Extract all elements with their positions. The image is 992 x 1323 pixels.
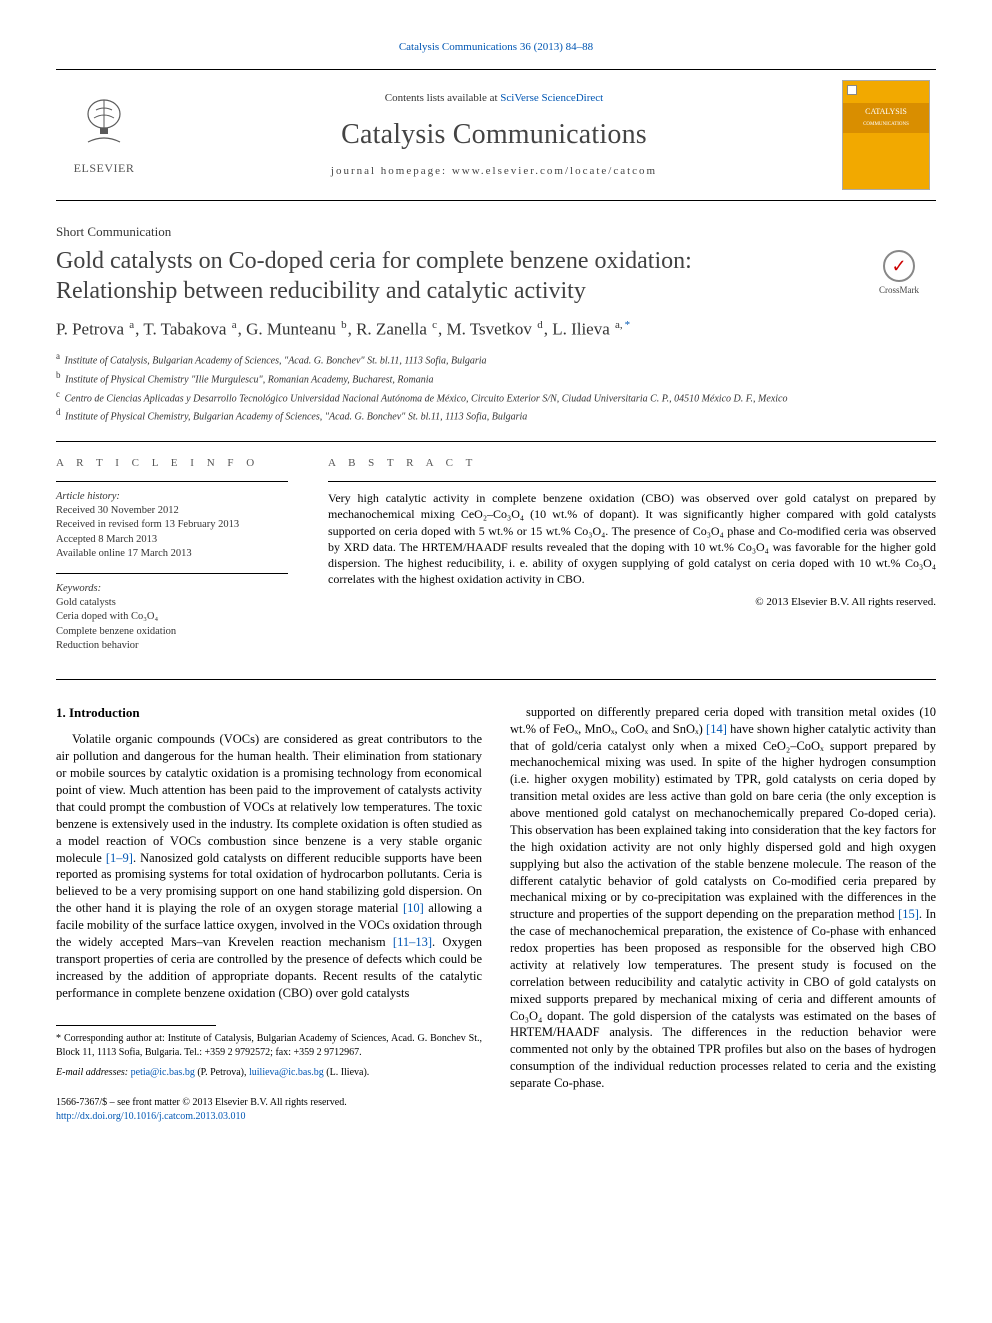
crossmark-label: CrossMark — [879, 284, 919, 296]
front-matter: 1566-7367/$ – see front matter © 2013 El… — [56, 1097, 347, 1108]
footnote-rule — [56, 1025, 216, 1026]
intro-left-paragraph: Volatile organic compounds (VOCs) are co… — [56, 731, 482, 1001]
article-info-column: A R T I C L E I N F O Article history: R… — [56, 442, 306, 679]
contents-prefix: Contents lists available at — [385, 92, 500, 104]
crossmark-check-icon: ✓ — [883, 250, 915, 282]
bottom-meta: 1566-7367/$ – see front matter © 2013 El… — [56, 1096, 482, 1124]
crossmark-badge[interactable]: ✓ CrossMark — [862, 250, 936, 296]
info-abstract-row: A R T I C L E I N F O Article history: R… — [56, 442, 936, 680]
publisher-name: ELSEVIER — [74, 160, 135, 176]
affiliation-line: c Centro de Ciencias Aplicadas y Desarro… — [56, 388, 936, 407]
citation-ref[interactable]: [11–13] — [393, 935, 432, 949]
keyword: Reduction behavior — [56, 640, 139, 651]
crossmark-glyph: ✓ — [891, 254, 906, 278]
right-column: supported on differently prepared ceria … — [510, 704, 936, 1125]
keyword: Complete benzene oxidation — [56, 626, 176, 637]
corr-star: * — [56, 1033, 61, 1044]
affiliation-line: a Institute of Catalysis, Bulgarian Acad… — [56, 350, 936, 369]
abstract-column: A B S T R A C T Very high catalytic acti… — [306, 442, 936, 679]
cover-label: CATALYSIS — [865, 107, 907, 116]
journal-ref-link[interactable]: Catalysis Communications 36 (2013) 84–88 — [399, 41, 593, 53]
article-history: Article history: Received 30 November 20… — [56, 490, 288, 561]
title-line-1: Gold catalysts on Co-doped ceria for com… — [56, 248, 692, 274]
affiliations: a Institute of Catalysis, Bulgarian Acad… — [56, 350, 936, 425]
cover-corner-icon — [847, 85, 857, 95]
abstract-copyright: © 2013 Elsevier B.V. All rights reserved… — [328, 595, 936, 610]
cover-sub: COMMUNICATIONS — [863, 122, 909, 127]
intro-right-paragraph: supported on differently prepared ceria … — [510, 704, 936, 1092]
homepage-prefix: journal homepage: — [331, 165, 452, 177]
journal-homepage: journal homepage: www.elsevier.com/locat… — [162, 164, 826, 179]
article-type: Short Communication — [56, 223, 936, 241]
email-address[interactable]: petia@ic.bas.bg — [131, 1067, 195, 1078]
body-columns: 1. Introduction Volatile organic compoun… — [56, 704, 936, 1125]
journal-title: Catalysis Communications — [162, 116, 826, 154]
keyword: Gold catalysts — [56, 597, 116, 608]
homepage-url: www.elsevier.com/locate/catcom — [452, 165, 657, 177]
affiliation-line: d Institute of Physical Chemistry, Bulga… — [56, 406, 936, 425]
email-who: (L. Ilieva). — [324, 1067, 370, 1078]
history-line: Accepted 8 March 2013 — [56, 534, 157, 545]
contents-list-line: Contents lists available at SciVerse Sci… — [162, 91, 826, 106]
publisher-logo: ELSEVIER — [56, 70, 152, 200]
info-divider — [56, 481, 288, 482]
history-line: Available online 17 March 2013 — [56, 548, 192, 559]
abstract-text: Very high catalytic activity in complete… — [328, 490, 936, 587]
citation-ref[interactable]: [14] — [706, 722, 727, 736]
history-line: Received in revised form 13 February 201… — [56, 519, 239, 530]
info-divider-2 — [56, 573, 288, 574]
left-column: 1. Introduction Volatile organic compoun… — [56, 704, 482, 1125]
sciencedirect-link[interactable]: SciVerse ScienceDirect — [500, 92, 603, 104]
section-1-heading: 1. Introduction — [56, 704, 482, 722]
citation-ref[interactable]: [10] — [403, 901, 424, 915]
doi-link[interactable]: http://dx.doi.org/10.1016/j.catcom.2013.… — [56, 1111, 246, 1122]
history-line: Received 30 November 2012 — [56, 505, 179, 516]
keywords-block: Keywords: Gold catalysts Ceria doped with… — [56, 582, 288, 653]
email-address[interactable]: luilieva@ic.bas.bg — [249, 1067, 324, 1078]
keyword: Ceria doped with Co₃O₄ — [56, 611, 158, 622]
article-title: Gold catalysts on Co-doped ceria for com… — [56, 246, 836, 306]
citation-ref[interactable]: [15] — [898, 907, 919, 921]
email-label: E-mail addresses: — [56, 1067, 131, 1078]
article-info-heading: A R T I C L E I N F O — [56, 456, 288, 471]
elsevier-tree-icon — [76, 94, 132, 158]
journal-reference: Catalysis Communications 36 (2013) 84–88 — [56, 40, 936, 55]
title-line-2: Relationship between reducibility and ca… — [56, 278, 586, 304]
email-who: (P. Petrova), — [195, 1067, 249, 1078]
journal-header: ELSEVIER Contents lists available at Sci… — [56, 69, 936, 201]
abstract-heading: A B S T R A C T — [328, 456, 936, 471]
affiliation-line: b Institute of Physical Chemistry "Ilie … — [56, 369, 936, 388]
header-middle: Contents lists available at SciVerse Sci… — [152, 70, 836, 200]
journal-cover-thumbnail: CATALYSIS COMMUNICATIONS — [842, 80, 930, 190]
corr-text: Corresponding author at: Institute of Ca… — [56, 1033, 482, 1058]
cover-band: CATALYSIS COMMUNICATIONS — [843, 103, 929, 133]
abstract-divider — [328, 481, 936, 482]
keywords-label: Keywords: — [56, 583, 101, 594]
citation-ref[interactable]: [1–9] — [106, 851, 133, 865]
corresponding-author-footnote: * Corresponding author at: Institute of … — [56, 1032, 482, 1060]
email-footnote: E-mail addresses: petia@ic.bas.bg (P. Pe… — [56, 1066, 482, 1080]
authors-line: P. Petrova a, T. Tabakova a, G. Munteanu… — [56, 318, 936, 342]
history-label: Article history: — [56, 491, 120, 502]
